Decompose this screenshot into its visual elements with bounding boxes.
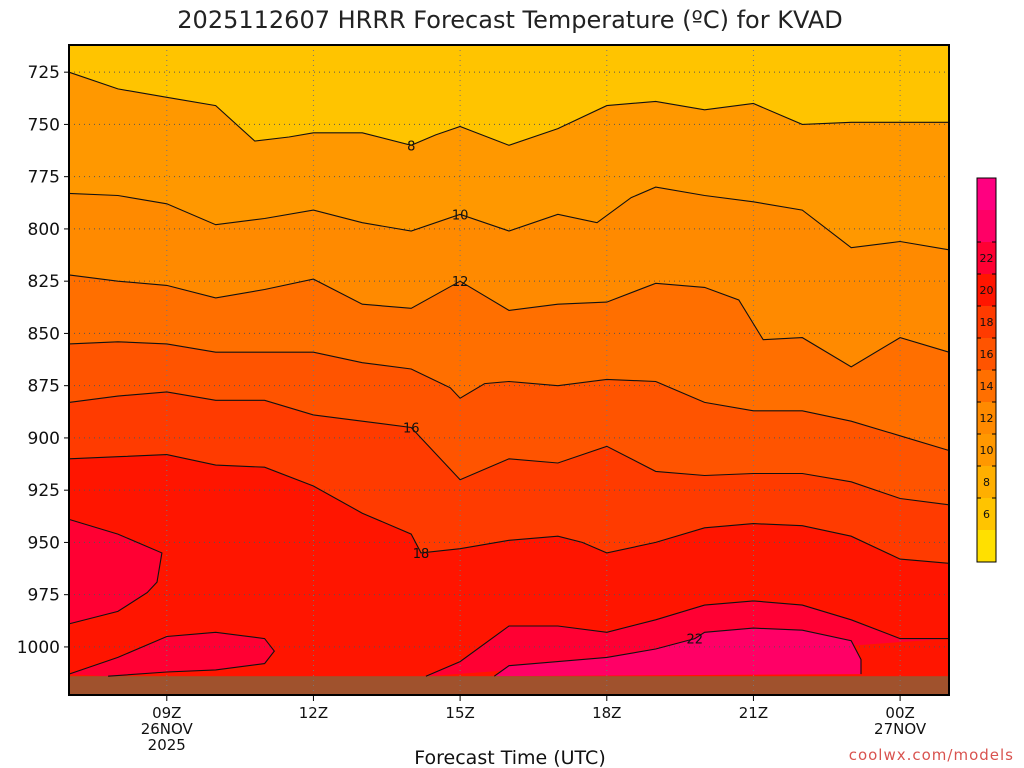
plot-area: 8 10 12 16 18 22 725 750 775 800 825 850 875 900 925 95…	[17, 44, 997, 754]
colorbar-segment	[977, 530, 996, 562]
y-tick-label: 850	[28, 324, 60, 344]
credit-link[interactable]: coolwx.com/models	[849, 746, 1014, 764]
contour-label: 16	[403, 421, 420, 436]
chart-title: 2025112607 HRRR Forecast Temperature (ºC…	[177, 6, 842, 34]
colorbar-label: 6	[983, 508, 990, 521]
x-tick-label: 26NOV	[141, 720, 194, 738]
contour-line-8	[68, 71, 949, 146]
colorbar-label: 22	[980, 252, 994, 265]
colorbar-label: 12	[980, 412, 994, 425]
y-tick-label: 775	[28, 168, 60, 188]
x-tick-label: 27NOV	[874, 720, 927, 738]
contour-label: 10	[452, 208, 469, 223]
y-tick-label: 800	[28, 220, 60, 240]
contour-label: 8	[407, 139, 415, 154]
y-tick-label: 825	[28, 272, 60, 292]
contour-line-16	[68, 391, 950, 506]
filled-band-22-9	[494, 628, 861, 677]
contour-label: 18	[413, 547, 430, 562]
colorbar-segment	[977, 306, 996, 338]
contour-line-22	[493, 627, 862, 677]
contour-label: 12	[452, 275, 469, 290]
x-tick-label: 18Z	[592, 704, 621, 722]
x-tick-label: 15Z	[445, 704, 474, 722]
colorbar-label: 14	[980, 380, 994, 393]
y-tick-label: 725	[28, 63, 60, 83]
colorbar-label: 18	[980, 316, 994, 329]
colorbar-segment	[977, 338, 996, 370]
colorbar-segment	[977, 402, 996, 434]
y-tick-label: 975	[28, 586, 60, 606]
x-tick-label: 09Z	[152, 704, 181, 722]
colorbar-label: 20	[980, 284, 994, 297]
ground-surface	[69, 676, 949, 695]
contour-line-20	[68, 631, 275, 677]
x-tick-label: 00Z	[885, 704, 914, 722]
contour-line-10	[68, 186, 950, 251]
contour-line-20	[425, 600, 949, 677]
y-tick-label: 950	[28, 533, 60, 553]
filled-band-20-8	[425, 600, 949, 677]
contour-line-20	[68, 518, 163, 625]
y-tick-label: 900	[28, 429, 60, 449]
y-tick-label: 1000	[17, 638, 60, 658]
x-tick-label: 12Z	[299, 704, 328, 722]
x-tick-label: 21Z	[739, 704, 768, 722]
contour-label: 22	[687, 633, 704, 648]
colorbar-label: 10	[980, 444, 994, 457]
x-tick-label: 2025	[148, 736, 186, 754]
colorbar-segment	[977, 466, 996, 498]
colorbar-segment	[977, 210, 996, 242]
colorbar-segment	[977, 274, 996, 306]
contour-line-18	[68, 454, 950, 564]
contour-line-14	[68, 341, 950, 452]
y-tick-label: 875	[28, 377, 60, 397]
colorbar-segment	[977, 242, 996, 274]
colorbar-segment	[977, 178, 996, 210]
colorbar-segment	[977, 370, 996, 402]
contour-line-12	[68, 274, 950, 368]
colorbar-segment	[977, 434, 996, 466]
colorbar-label: 16	[980, 348, 994, 361]
y-tick-label: 750	[28, 115, 60, 135]
filled-band-20-7	[69, 632, 275, 677]
plot-frame	[68, 44, 950, 696]
y-tick-label: 925	[28, 481, 60, 501]
colorbar-segment	[977, 498, 996, 530]
x-axis-label: Forecast Time (UTC)	[414, 747, 605, 768]
colorbar-label: 8	[983, 476, 990, 489]
